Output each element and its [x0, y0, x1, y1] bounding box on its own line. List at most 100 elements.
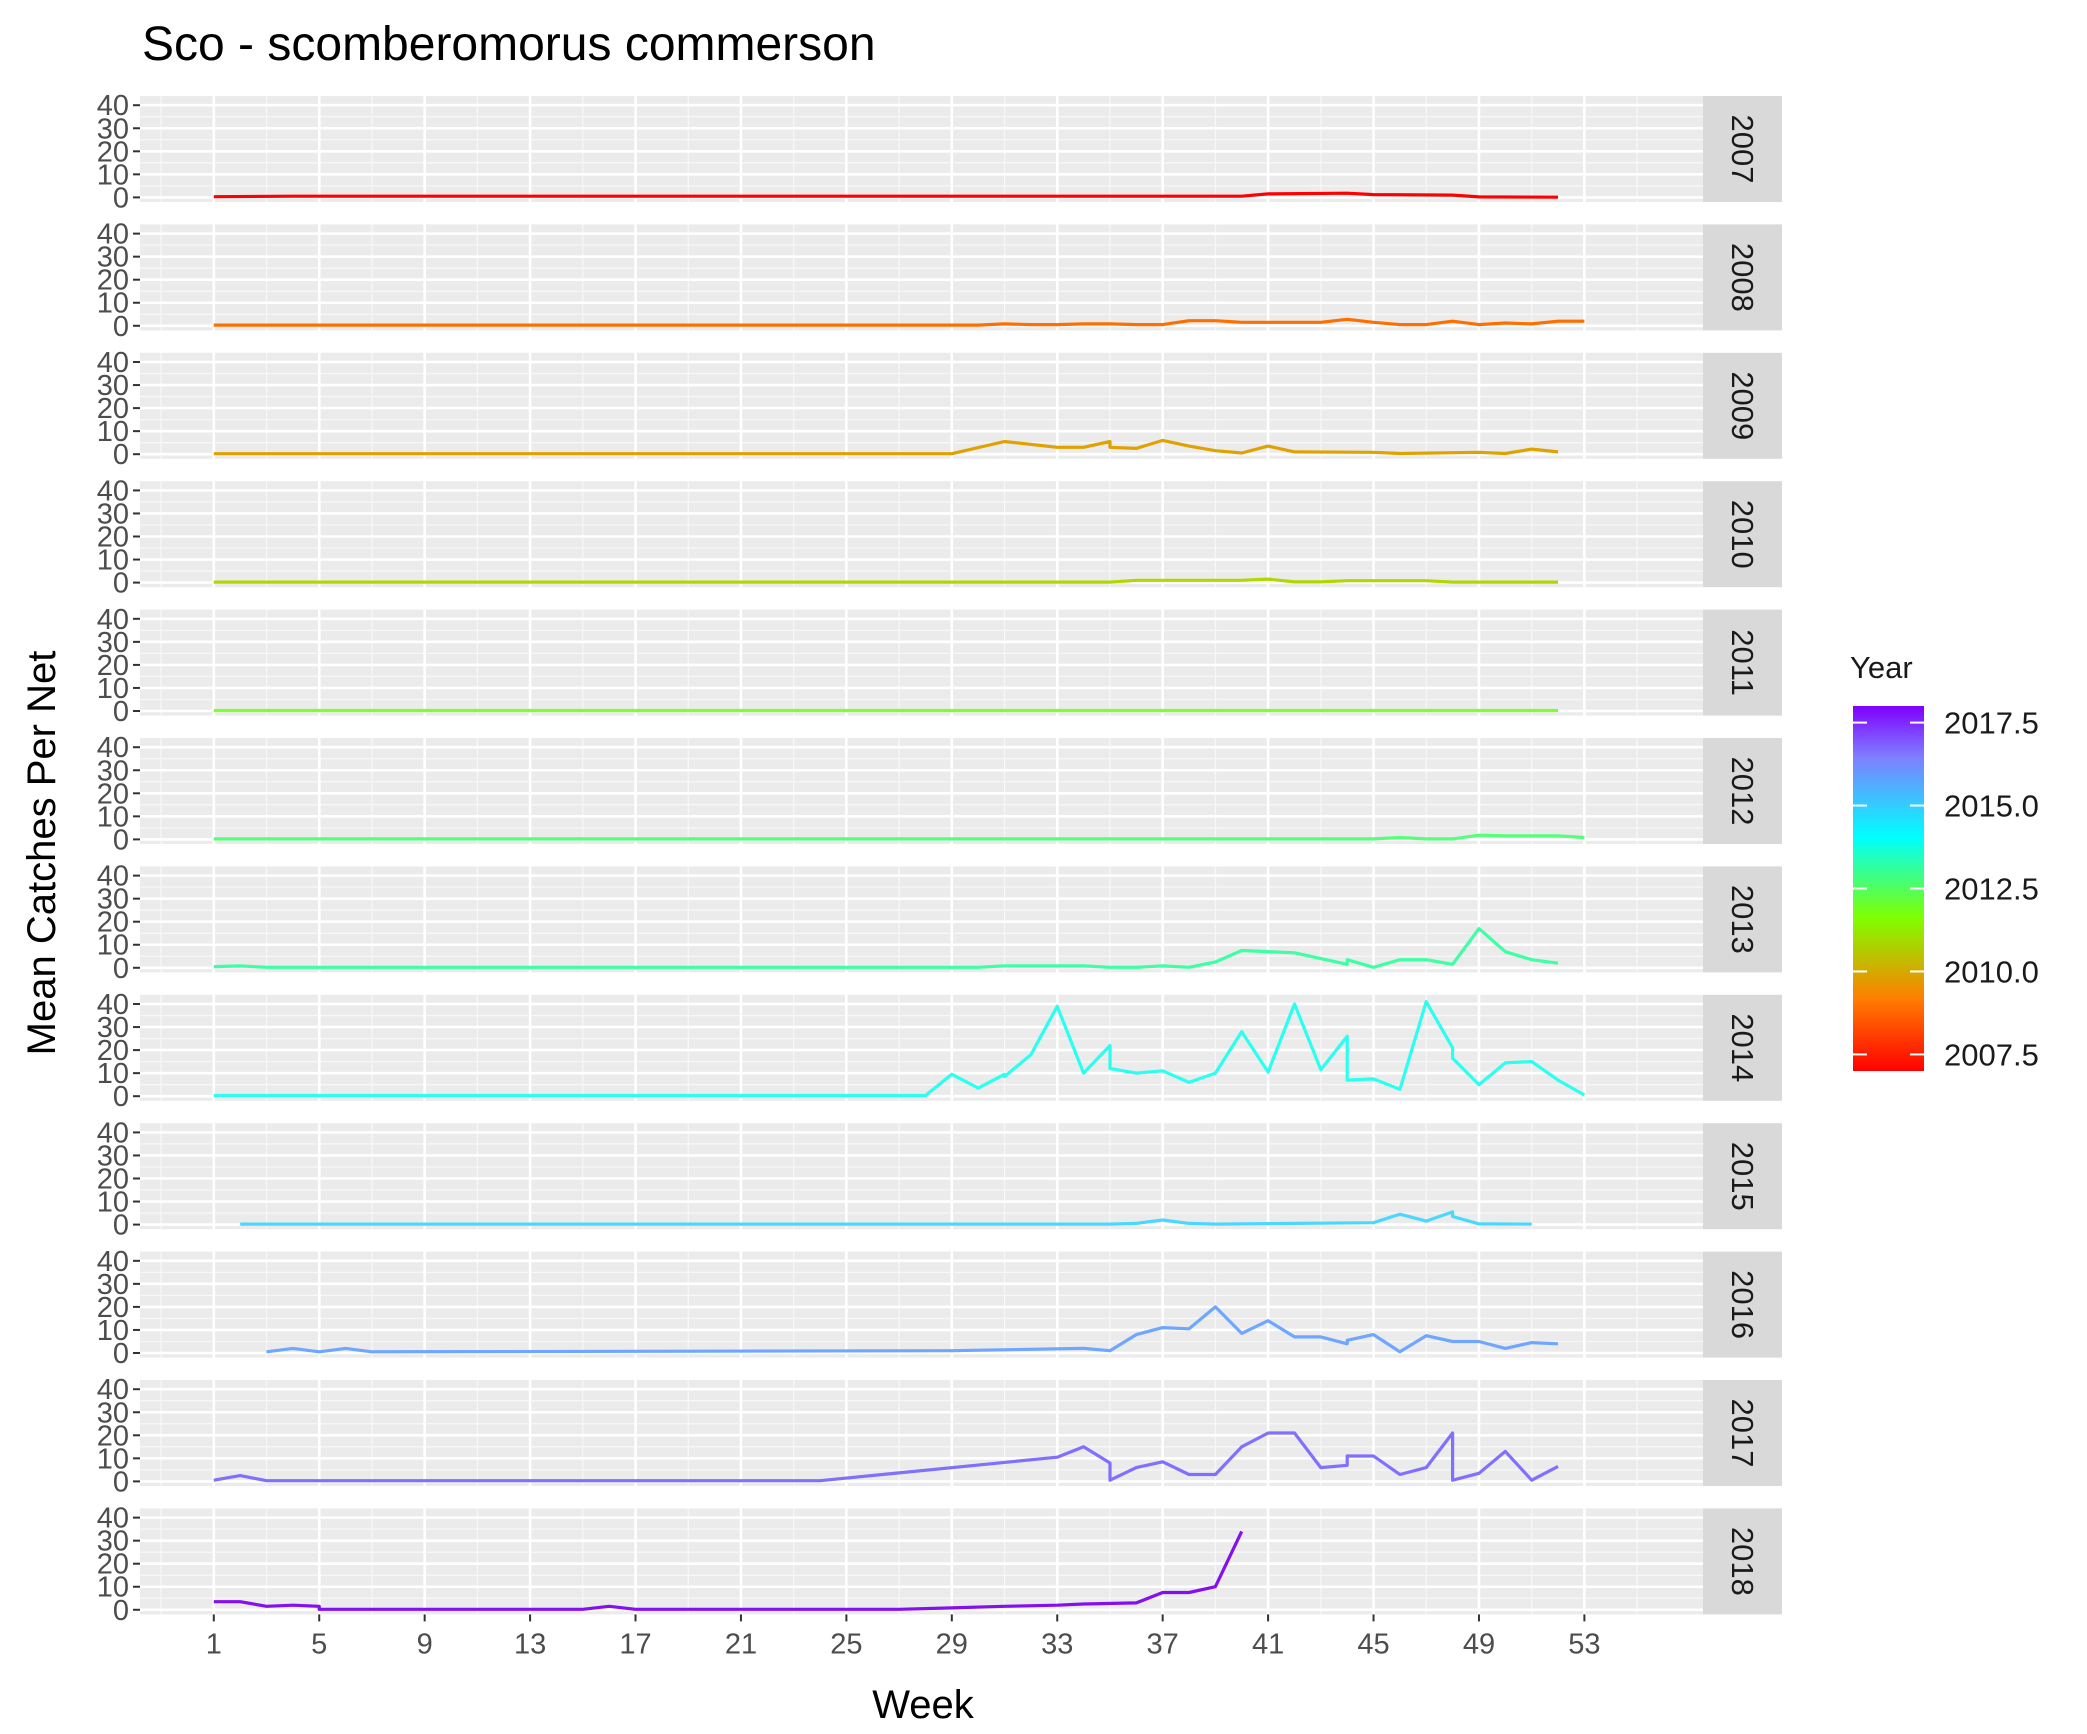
y-tick-label: 10	[97, 1187, 129, 1219]
y-tick-label: 20	[97, 1164, 129, 1196]
facet-strip	[1703, 738, 1782, 844]
y-tick-label: 20	[97, 136, 129, 168]
y-tick-label: 20	[97, 907, 129, 939]
panel-background	[140, 1380, 1703, 1486]
y-tick-label: 10	[97, 545, 129, 577]
y-tick-label: 20	[97, 265, 129, 297]
y-tick-label: 0	[113, 568, 129, 600]
panel-background	[140, 224, 1703, 331]
y-tick-label: 40	[97, 475, 129, 507]
y-tick-label: 20	[97, 393, 129, 425]
y-tick-label: 30	[97, 242, 129, 274]
facet-strip-label: 2010	[1725, 500, 1760, 569]
x-tick-label: 9	[417, 1628, 433, 1660]
facet-strip-label: 2007	[1725, 115, 1760, 184]
y-tick-label: 40	[97, 861, 129, 893]
x-axis-label: Week	[872, 1683, 975, 1727]
series-line-2008	[213, 317, 1585, 327]
x-tick-label: 13	[514, 1628, 546, 1660]
y-tick-label: 20	[97, 650, 129, 682]
facet-strip-label: 2017	[1725, 1399, 1760, 1468]
panel-background	[140, 1123, 1703, 1230]
y-tick-label: 40	[97, 1117, 129, 1149]
facet-strip	[1703, 994, 1782, 1101]
y-tick-label: 30	[97, 884, 129, 916]
panel-background	[140, 866, 1703, 973]
facet-strip	[1703, 1123, 1782, 1230]
legend: Year 2007.5 2010.0 2012.5 2015.0 2017.5	[1850, 650, 2039, 1072]
y-tick-label: 40	[97, 347, 129, 379]
y-tick-label: 10	[97, 416, 129, 448]
x-tick-label: 33	[1041, 1628, 1073, 1660]
y-tick-label: 30	[97, 498, 129, 530]
facet-strip-label: 2008	[1725, 243, 1760, 312]
y-tick-label: 30	[97, 1526, 129, 1558]
y-tick-label: 0	[113, 1595, 129, 1627]
y-tick-label: 40	[97, 732, 129, 764]
y-tick-label: 40	[97, 219, 129, 251]
y-tick-label: 20	[97, 1420, 129, 1452]
y-tick-label: 20	[97, 522, 129, 554]
y-tick-label: 40	[97, 989, 129, 1021]
y-tick-label: 0	[113, 824, 129, 856]
facet-strip	[1703, 866, 1782, 973]
y-tick-label: 30	[97, 755, 129, 787]
y-tick-label: 10	[97, 801, 129, 833]
facet-strip	[1703, 1251, 1782, 1358]
y-tick-label: 10	[97, 1058, 129, 1090]
legend-tick-label: 2012.5	[1944, 872, 2039, 907]
x-tick-label: 25	[830, 1628, 862, 1660]
series-line-2013	[213, 927, 1559, 969]
y-tick-label: 10	[97, 1572, 129, 1604]
x-tick-label: 53	[1568, 1628, 1600, 1660]
series-line-2009	[213, 438, 1559, 456]
series-line-2012	[213, 833, 1585, 841]
y-tick-label: 30	[97, 627, 129, 659]
series-line-2017	[213, 1431, 1559, 1483]
facet-strip-label: 2012	[1725, 757, 1760, 826]
y-tick-label: 0	[113, 1338, 129, 1370]
facet-strip-label: 2014	[1725, 1013, 1760, 1082]
series-line-2016	[266, 1305, 1559, 1354]
y-tick-label: 30	[97, 1397, 129, 1429]
panel-background	[140, 352, 1703, 459]
x-tick-label: 29	[936, 1628, 968, 1660]
y-tick-label: 40	[97, 1374, 129, 1406]
facet-strip-label: 2016	[1725, 1270, 1760, 1339]
x-tick-label: 41	[1252, 1628, 1284, 1660]
y-tick-label: 10	[97, 673, 129, 705]
y-tick-label: 40	[97, 90, 129, 122]
legend-tick-label: 2010.0	[1944, 954, 2039, 989]
y-tick-label: 0	[113, 311, 129, 343]
y-tick-label: 20	[97, 1035, 129, 1067]
x-tick-label: 1	[206, 1628, 222, 1660]
x-tick-label: 45	[1357, 1628, 1389, 1660]
y-tick-label: 0	[113, 1466, 129, 1498]
facet-strip	[1703, 1380, 1782, 1486]
series-line-2014	[213, 1000, 1586, 1098]
y-tick-label: 20	[97, 1549, 129, 1581]
panel-background	[140, 738, 1703, 844]
y-tick-label: 0	[113, 1081, 129, 1113]
y-tick-label: 40	[97, 1246, 129, 1278]
legend-tick-label: 2007.5	[1944, 1037, 2039, 1072]
y-tick-label: 10	[97, 1315, 129, 1347]
panel-background	[140, 1508, 1703, 1615]
x-tick-label: 17	[619, 1628, 651, 1660]
series-line-2018	[213, 1530, 1244, 1611]
series-line-2007	[213, 191, 1559, 199]
y-tick-label: 0	[113, 1210, 129, 1242]
y-tick-label: 10	[97, 159, 129, 191]
facet-strip-label: 2013	[1725, 885, 1760, 954]
y-tick-label: 0	[113, 439, 129, 471]
chart-title: Sco - scomberomorus commerson	[142, 18, 876, 71]
